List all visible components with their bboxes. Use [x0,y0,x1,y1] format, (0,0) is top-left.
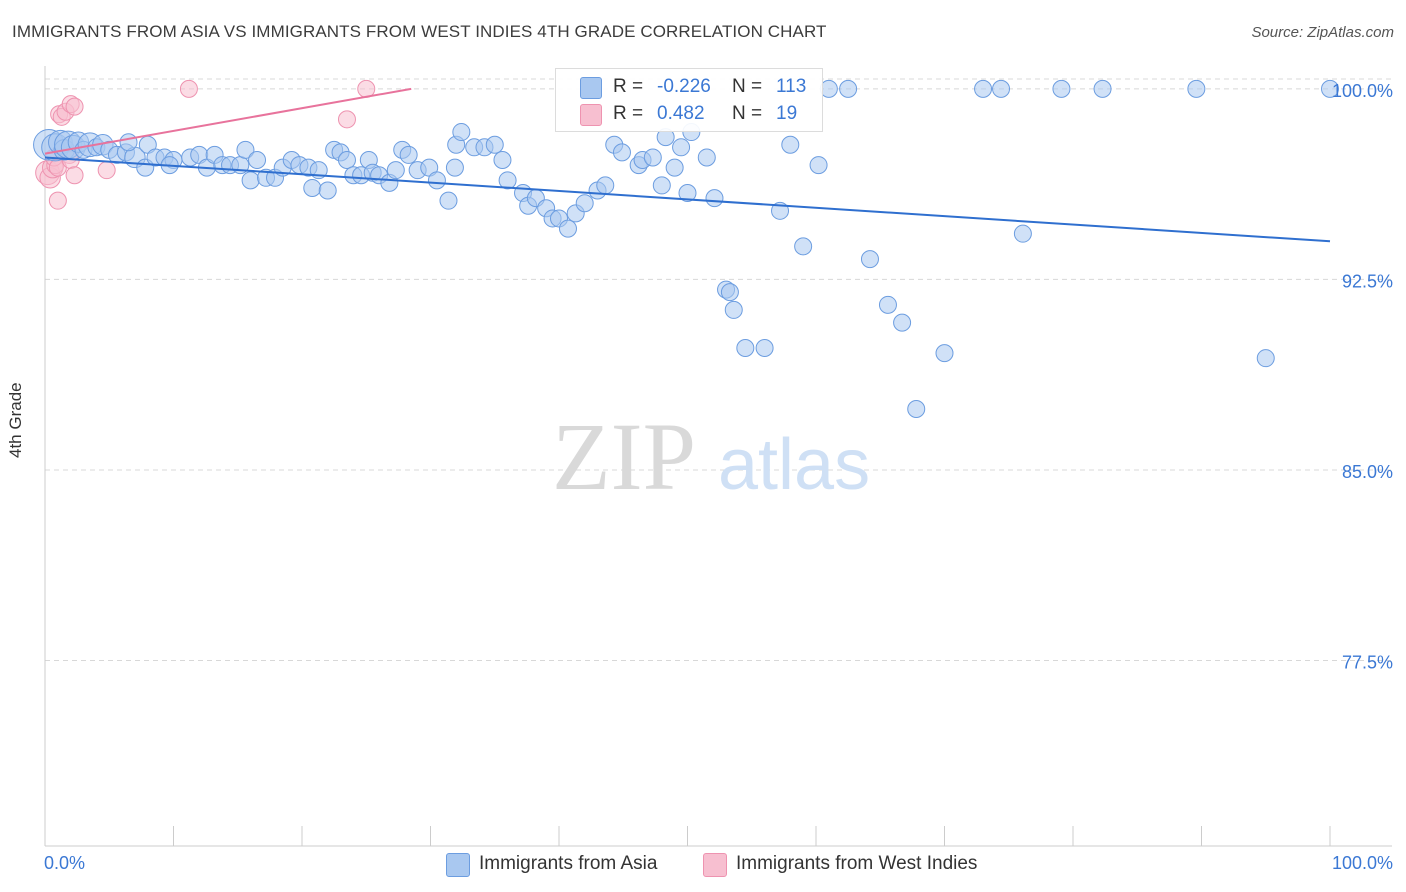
asia-point [974,79,993,98]
asia-point [318,181,337,200]
asia-point [1093,79,1112,98]
asia-point [1052,79,1071,98]
tick-labels: 100.0% 92.5% 85.0% 77.5% 0.0% 100.0% [44,81,1393,873]
west-indies-n-value: 19 [776,103,798,124]
asia-point [427,171,446,190]
asia-point [241,171,260,190]
stats-box: R = -0.226 N = 113 R = 0.482 N = 19 [555,68,823,132]
asia-point [992,79,1011,98]
west-indies-point [65,97,84,116]
asia-point [665,158,684,177]
asia-point [498,171,517,190]
asia-point [119,133,138,152]
asia-point [678,184,697,203]
asia-point [839,79,858,98]
asia-point [697,148,716,167]
watermark-atlas: atlas [718,425,870,505]
asia-point [452,123,471,142]
west-indies-point [48,191,67,210]
west-indies-r-value: 0.482 [657,103,705,124]
asia-point [612,143,631,162]
asia-point [893,313,912,332]
y-tick-label: 77.5% [1342,653,1393,673]
asia-trend-line [44,156,1331,243]
asia-point [386,161,405,180]
asia-n-label: N = [732,76,763,97]
asia-point [736,339,755,358]
source-label: Source: ZipAtlas.com [1251,24,1394,41]
asia-point [1321,79,1339,98]
west-indies-r-label: R = [613,103,644,124]
west-indies-swatch [580,104,602,126]
legend-asia-label: Immigrants from Asia [479,853,658,874]
asia-point [445,158,464,177]
watermark-zip: ZIP [552,403,696,510]
legend-west-indies-label: Immigrants from West Indies [736,853,978,874]
asia-point [755,339,774,358]
asia-point [596,176,615,195]
asia-point [878,295,897,314]
asia-n-value: 113 [776,76,807,97]
asia-point [907,399,926,418]
y-tick-label: 100.0% [1332,81,1393,101]
asia-point [1187,79,1206,98]
legend: Immigrants from Asia Immigrants from Wes… [0,852,1406,878]
asia-point [705,189,724,208]
asia-point [794,237,813,256]
asia-point [558,219,577,238]
y-tick-label: 85.0% [1342,462,1393,482]
asia-point [672,138,691,157]
stats-row-asia: R = -0.226 N = 113 [556,74,822,100]
asia-point [493,151,512,170]
asia-point [399,145,418,164]
chart-title: IMMIGRANTS FROM ASIA VS IMMIGRANTS FROM … [12,22,827,41]
asia-point [860,250,879,269]
trend-lines [44,87,1331,243]
asia-r-label: R = [613,76,644,97]
asia-point [1256,349,1275,368]
asia-point [248,151,267,170]
west-indies-point [97,161,116,180]
west-indies-point [337,110,356,129]
asia-point [935,344,954,363]
legend-asia-swatch [446,853,470,877]
asia-point [1013,224,1032,243]
y-axis-label: 4th Grade [6,382,25,458]
west-indies-point [65,166,84,185]
asia-point [724,300,743,319]
asia-point [439,191,458,210]
west-indies-n-label: N = [732,103,763,124]
asia-point [303,178,322,197]
asia-swatch [580,77,602,99]
asia-point [781,135,800,154]
asia-point [652,176,671,195]
x-tick-label-min: 0.0% [44,853,85,873]
asia-point [485,135,504,154]
asia-point [720,283,739,302]
asia-point [809,156,828,175]
west-indies-trend-line [44,87,412,155]
stats-row-west-indies: R = 0.482 N = 19 [556,101,822,127]
y-tick-label: 92.5% [1342,271,1393,291]
x-tick-label-max: 100.0% [1332,853,1393,873]
west-indies-point [179,79,198,98]
asia-r-value: -0.226 [657,76,711,97]
axes [44,66,1392,847]
asia-point [575,194,594,213]
asia-point [236,140,255,159]
legend-west-indies-swatch [703,853,727,877]
asia-point [643,148,662,167]
asia-point [337,151,356,170]
